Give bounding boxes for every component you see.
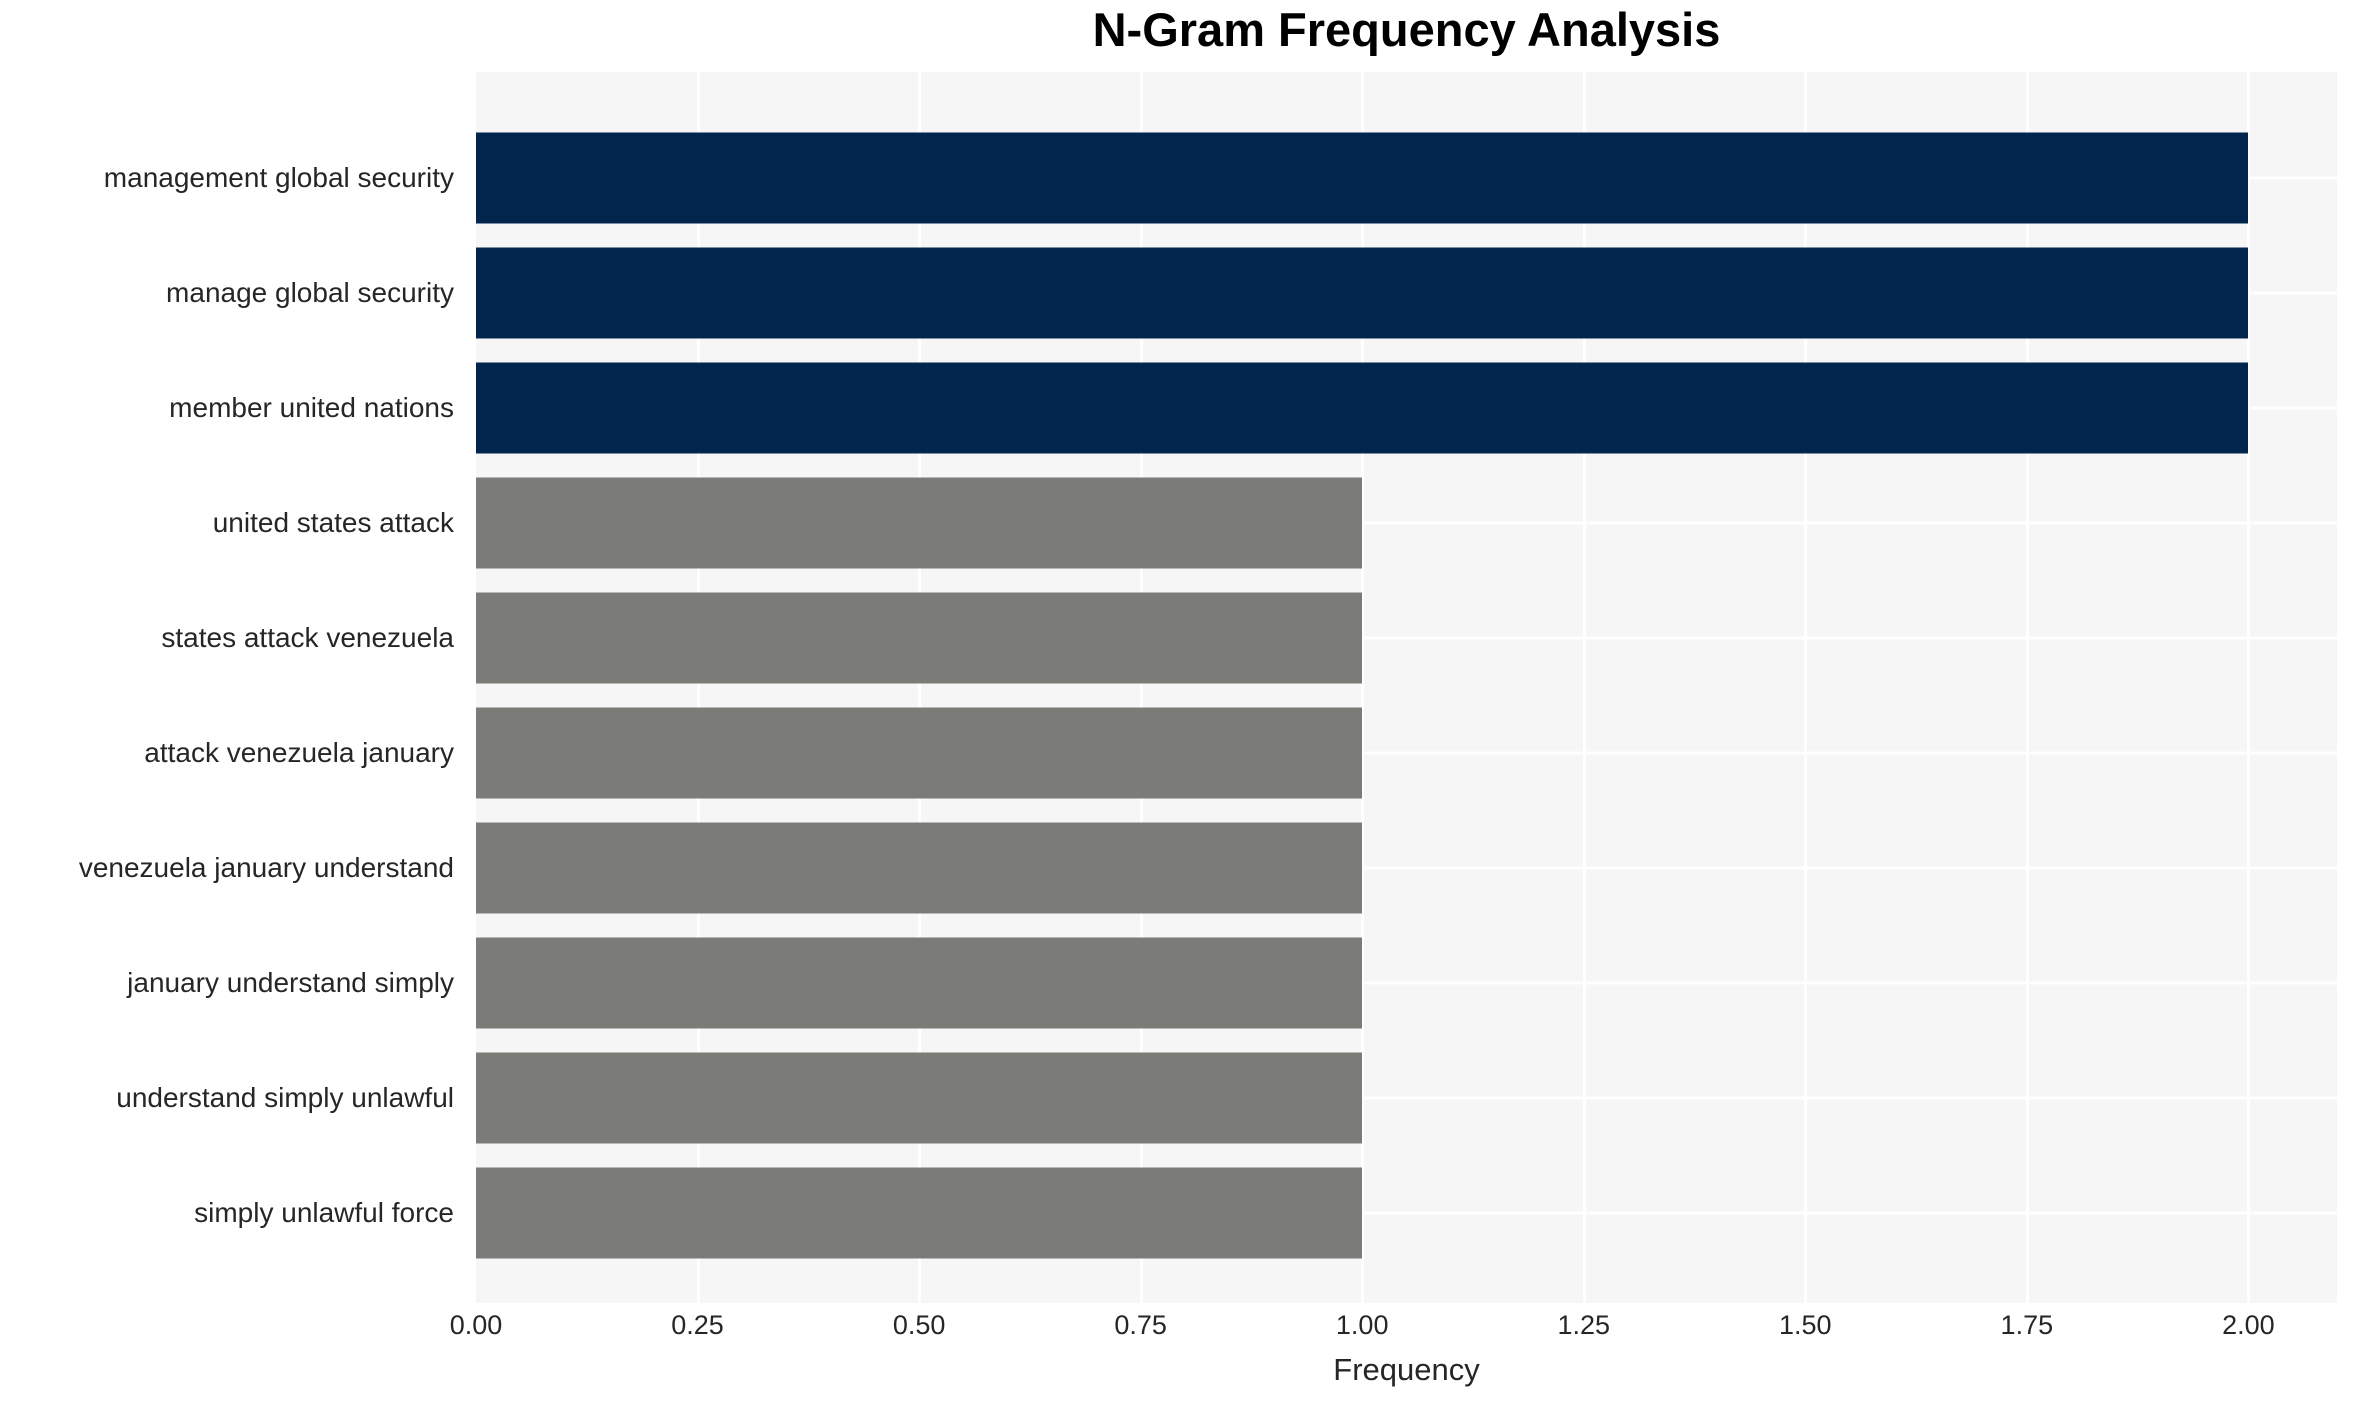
x-axis-tick-labels: 0.00 0.25 0.50 0.75 1.00 1.25 1.50 1.75 2.00: [450, 1310, 2337, 1346]
bar: [476, 937, 1363, 1028]
gridline-vertical: [1804, 72, 1808, 1303]
gridline-vertical: [2247, 72, 2251, 1303]
x-tick-label: 0.75: [1114, 1310, 1167, 1340]
gridline-vertical: [696, 72, 700, 1303]
gridline-horizontal: [476, 636, 2337, 639]
category-label: attack venezuela january: [144, 736, 454, 768]
chart-title: N-Gram Frequency Analysis: [1092, 3, 1721, 56]
bar-row: [476, 350, 2337, 465]
bar: [476, 362, 2249, 453]
x-tick-label: 1.25: [1557, 1310, 1611, 1340]
gridline-vertical: [1582, 72, 1586, 1303]
bar-row: [476, 465, 2337, 580]
bar: [476, 822, 1363, 913]
bar: [476, 592, 1363, 683]
bar: [476, 1167, 1363, 1258]
category-label: management global security: [103, 161, 454, 193]
x-axis-title: Frequency: [1333, 1352, 1480, 1387]
bar: [476, 132, 2249, 223]
bar-row: [476, 1040, 2337, 1155]
x-tick-label: 0.25: [671, 1310, 724, 1340]
gridline-vertical: [918, 72, 922, 1303]
bar-row: [476, 1155, 2337, 1270]
bar: [476, 247, 2249, 338]
gridline-horizontal: [476, 521, 2337, 524]
category-label: venezuela january understand: [78, 851, 454, 883]
y-axis-category-labels: management global security manage global …: [0, 72, 462, 1303]
gridline-horizontal: [476, 1096, 2337, 1099]
gridline-vertical: [1361, 72, 1365, 1303]
gridline-horizontal: [476, 866, 2337, 869]
bar: [476, 707, 1363, 798]
category-label: manage global security: [166, 276, 454, 308]
bar-row: [476, 925, 2337, 1040]
gridline-horizontal: [476, 981, 2337, 984]
plot-area: [476, 72, 2337, 1303]
x-tick-label: 1.75: [2000, 1310, 2054, 1340]
gridline-horizontal: [476, 751, 2337, 754]
category-label: member united nations: [169, 391, 454, 423]
gridline-vertical: [2025, 72, 2029, 1303]
gridline-horizontal: [476, 1211, 2337, 1214]
bar-row: [476, 695, 2337, 810]
gridline-vertical: [1139, 72, 1143, 1303]
category-label: understand simply unlawful: [116, 1081, 454, 1113]
bar: [476, 477, 1363, 568]
x-tick-label: 2.00: [2222, 1310, 2275, 1340]
category-label: january understand simply: [127, 966, 454, 998]
x-tick-label: 1.00: [1335, 1310, 1389, 1340]
bar-row: [476, 810, 2337, 925]
bar: [476, 1052, 1363, 1143]
x-tick-label: 0.50: [892, 1310, 946, 1340]
bar-row: [476, 580, 2337, 695]
category-label: simply unlawful force: [194, 1196, 454, 1228]
bar-row: [476, 235, 2337, 350]
bar-row: [476, 120, 2337, 235]
category-label: united states attack: [212, 506, 454, 538]
x-tick-label: 0.00: [449, 1310, 503, 1340]
bars-layer: [476, 72, 2337, 1303]
x-tick-label: 1.50: [1779, 1310, 1832, 1340]
category-label: states attack venezuela: [161, 621, 454, 653]
